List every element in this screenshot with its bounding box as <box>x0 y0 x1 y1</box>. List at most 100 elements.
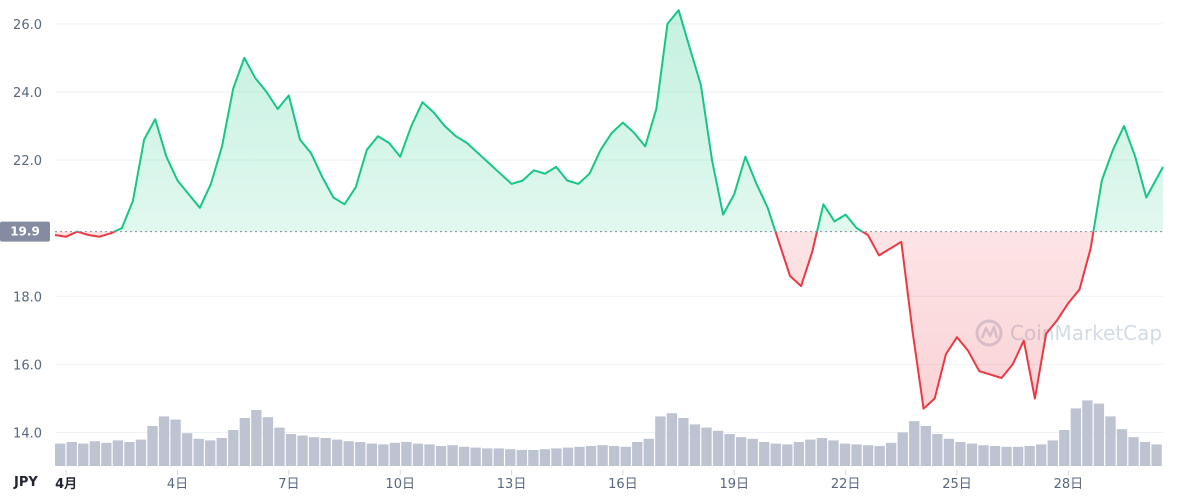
volume-bar <box>828 440 839 466</box>
volume-bar <box>378 444 389 466</box>
volume-bar <box>505 449 516 466</box>
volume-bar <box>574 446 585 466</box>
x-tick-label: 10日 <box>385 477 415 492</box>
reference-badge: 19.9 <box>0 221 50 242</box>
volume-bar <box>897 432 908 466</box>
volume-bar <box>147 426 158 466</box>
volume-bar <box>251 410 262 466</box>
volume-bar <box>851 444 862 466</box>
volume-bar <box>285 434 297 466</box>
volume-bar <box>320 438 331 466</box>
volume-bar <box>389 442 401 466</box>
x-tick-label: 28日 <box>1054 477 1084 492</box>
y-tick-label: 24.0 <box>13 86 42 101</box>
volume-bar <box>89 441 100 466</box>
volume-bar <box>1036 444 1047 466</box>
volume-bar <box>78 443 89 466</box>
volume-bar <box>920 426 931 466</box>
price-line-down <box>54 231 1095 410</box>
volume-bar <box>447 445 458 466</box>
volume-bar <box>516 450 528 466</box>
x-tick-label: 22日 <box>831 477 861 492</box>
volume-bar <box>539 449 551 466</box>
x-tick-label: 13日 <box>497 477 527 492</box>
volume-bar <box>770 443 781 466</box>
volume-bar <box>55 443 66 466</box>
volume-bar <box>158 416 170 466</box>
volume-bar <box>874 446 885 466</box>
volume-bar <box>332 439 343 466</box>
volume-bar <box>1139 442 1151 466</box>
y-tick-label: 26.0 <box>13 18 42 33</box>
volume-bar <box>724 434 735 466</box>
volume-bar <box>955 442 966 466</box>
price-area-down <box>55 231 1163 409</box>
volume-bar <box>585 446 597 466</box>
volume-bar <box>1001 446 1012 466</box>
volume-bar <box>805 439 816 466</box>
volume-bar <box>1082 400 1093 466</box>
volume-bar <box>678 418 689 466</box>
currency-label: JPY <box>13 475 38 490</box>
volume-bar <box>262 417 274 466</box>
x-tick-label: 19日 <box>720 477 750 492</box>
volume-bar <box>216 438 227 466</box>
volume-bar <box>528 450 539 466</box>
volume-bar <box>470 447 481 466</box>
volume-bar <box>943 438 955 466</box>
volume-bar <box>609 446 620 466</box>
volume-bar <box>862 445 874 466</box>
volume-bar <box>932 434 943 466</box>
volume-bar <box>1012 446 1024 466</box>
volume-bar <box>124 442 135 466</box>
x-tick-label: 25日 <box>942 477 972 492</box>
volume-bar <box>101 442 112 466</box>
volume-bar <box>1116 429 1128 466</box>
volume-bar <box>712 430 724 466</box>
volume-bar <box>551 448 562 466</box>
volume-bar <box>435 446 447 466</box>
volume-bar <box>1128 437 1139 466</box>
x-tick-label: 4日 <box>167 477 188 492</box>
volume-bar <box>701 427 712 466</box>
x-tick-label: 7日 <box>278 477 299 492</box>
volume-bars <box>55 400 1162 466</box>
volume-bar <box>170 419 181 466</box>
volume-bar <box>1151 444 1162 466</box>
volume-bar <box>1093 403 1105 466</box>
volume-bar <box>839 443 851 466</box>
volume-bar <box>632 442 643 466</box>
volume-bar <box>493 448 504 466</box>
volume-bar <box>1047 440 1058 466</box>
volume-bar <box>228 430 239 466</box>
volume-bar <box>181 433 193 466</box>
volume-bar <box>886 442 897 466</box>
volume-bar <box>643 438 654 466</box>
volume-bar <box>458 446 470 466</box>
volume-bar <box>366 443 377 466</box>
volume-bar <box>666 413 678 466</box>
y-tick-label: 14.0 <box>13 427 42 442</box>
volume-bar <box>1059 430 1070 466</box>
volume-bar <box>759 442 770 466</box>
price-area-up <box>114 10 1163 232</box>
volume-bar <box>909 421 920 466</box>
volume-bar <box>1024 446 1035 466</box>
price-line-up <box>74 9 1164 232</box>
volume-bar <box>239 418 251 466</box>
reference-value-label: 19.9 <box>10 225 40 239</box>
x-tick-label: 4月 <box>55 477 77 492</box>
volume-bar <box>482 448 493 466</box>
volume-bar <box>793 442 805 466</box>
volume-bar <box>412 443 424 466</box>
price-line <box>54 9 1164 410</box>
volume-bar <box>401 442 412 466</box>
volume-bar <box>735 437 747 466</box>
x-tick-label: 16日 <box>608 477 638 492</box>
volume-bar <box>135 439 147 466</box>
volume-bar <box>782 444 793 466</box>
y-tick-label: 16.0 <box>13 358 42 373</box>
x-axis-ticks: 4月 4日 7日 10日 13日 16日 19日 22日 25日 28日 <box>55 470 1083 492</box>
